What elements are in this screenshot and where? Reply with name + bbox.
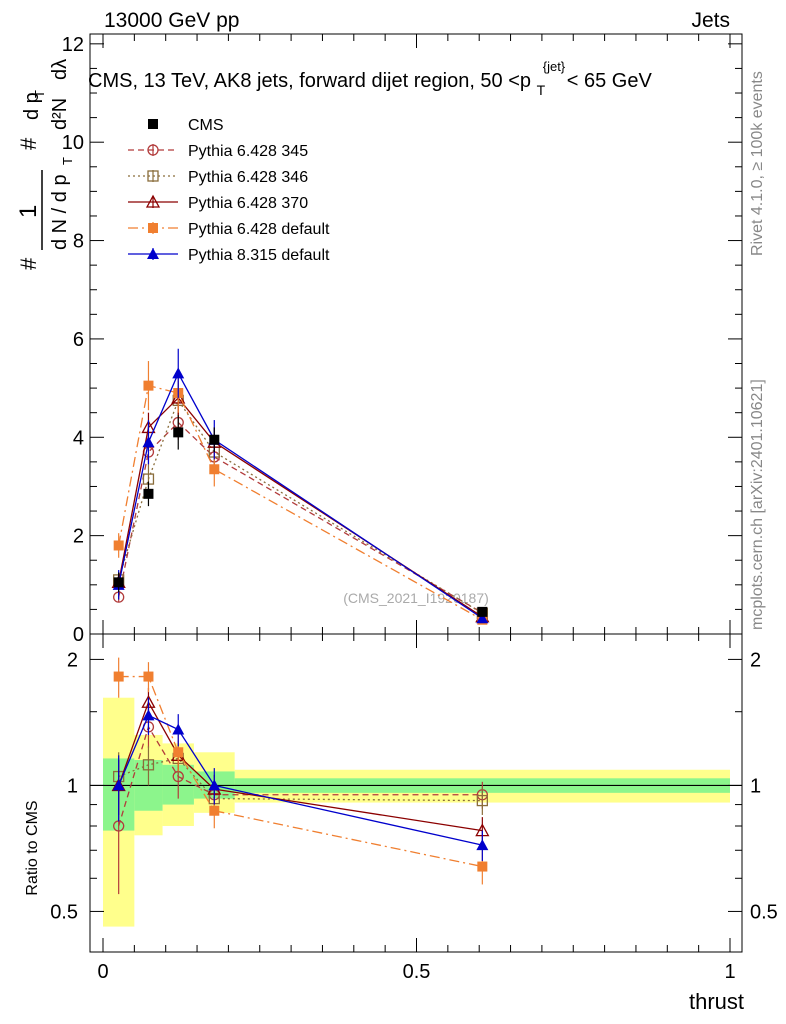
plot-title: CMS, 13 TeV, AK8 jets, forward dijet reg…	[88, 54, 652, 100]
analysis-watermark: (CMS_2021_I1920187)	[343, 590, 489, 606]
ratio-tick-label-right: 2	[750, 649, 761, 671]
data-point	[209, 434, 220, 445]
y-tick-label: 12	[62, 34, 84, 56]
x-tick-label: 0	[97, 961, 108, 983]
title-tail: < 65 GeV	[567, 70, 653, 92]
data-point	[113, 540, 124, 551]
y-tick-label: 2	[73, 526, 84, 548]
ratio-point	[143, 671, 154, 682]
series-line	[118, 399, 483, 614]
legend-label: CMS	[188, 117, 224, 134]
legend-marker	[147, 170, 159, 182]
header-energy-label: 13000 GeV pp	[104, 9, 240, 32]
series-pythia-6-428-370	[111, 380, 490, 623]
title-subscript: T	[537, 82, 546, 98]
ratio-point	[113, 671, 124, 682]
ratio-point	[476, 794, 488, 807]
ratio-tick-label: 1	[67, 775, 78, 797]
series-cms	[113, 415, 488, 617]
data-point	[113, 577, 124, 588]
ylabel-dN: d N / d p	[49, 174, 71, 250]
legend-entry: Pythia 6.428 345	[128, 143, 308, 160]
x-tick-label: 1	[724, 961, 735, 983]
legend-marker	[147, 144, 159, 156]
ratio-point	[476, 839, 489, 851]
ratio-point	[173, 747, 184, 758]
ratio-point	[172, 723, 185, 735]
ratio-point	[477, 861, 488, 872]
y-tick-label: 10	[62, 132, 84, 154]
data-point	[173, 427, 184, 438]
ratio-point	[112, 779, 125, 791]
data-point	[172, 367, 185, 379]
ylabel-T2: T	[32, 90, 47, 98]
ratio-tick-label: 0.5	[50, 901, 78, 923]
ylabel-dpT: d p	[21, 92, 43, 120]
data-point	[143, 380, 154, 391]
ylabel-dlambda: dλ	[49, 59, 71, 80]
ratio-tick-label-right: 1	[750, 775, 761, 797]
header-jets-label: Jets	[691, 9, 730, 32]
title-superscript: {jet}	[543, 59, 566, 74]
legend-label: Pythia 6.428 345	[188, 143, 308, 160]
legend-marker	[145, 194, 161, 208]
y-tick-label: 8	[73, 231, 84, 253]
data-point	[476, 612, 489, 624]
legend-marker	[148, 119, 158, 129]
x-tick-label: 0.5	[403, 961, 431, 983]
ratio-point	[142, 709, 155, 721]
legend-label: Pythia 6.428 346	[188, 169, 308, 186]
ylabel-hash2: #	[16, 137, 41, 150]
legend-marker	[147, 248, 159, 259]
legend-label: Pythia 6.428 370	[188, 195, 308, 212]
legend-entry: Pythia 8.315 default	[128, 247, 330, 264]
y-axis-label: # 1 d N / d p T # d p T d²N dλ	[15, 59, 75, 270]
legend-entry: Pythia 6.428 346	[128, 169, 308, 186]
ylabel-T: T	[60, 157, 75, 165]
x-axis-label: thrust	[689, 989, 744, 1014]
legend-label: Pythia 6.428 default	[188, 221, 330, 238]
ylabel-hash: #	[16, 257, 41, 270]
ratio-point	[208, 779, 221, 791]
ratio-point	[142, 759, 155, 771]
ratio-tick-label: 2	[67, 649, 78, 671]
ratio-line	[118, 757, 483, 802]
data-point	[209, 464, 220, 475]
y-tick-label: 6	[73, 329, 84, 351]
series-pythia-6-428-345	[113, 405, 488, 619]
legend: CMS Pythia 6.428 345 Pythia 6.428 346 Pythi…	[128, 117, 330, 264]
ratio-tick-label-right: 0.5	[750, 901, 778, 923]
series-line	[118, 421, 483, 614]
series-pythia-6-428-default	[113, 361, 488, 625]
legend-label: Pythia 8.315 default	[188, 247, 330, 264]
y-tick-label: 4	[73, 427, 84, 449]
ylabel-d2N: d²N	[49, 98, 71, 130]
series-line	[118, 396, 483, 618]
series-line	[118, 384, 483, 621]
ratio-point	[209, 805, 220, 816]
legend-marker	[148, 223, 158, 233]
series-line	[118, 371, 483, 619]
legend-entry: CMS	[148, 117, 224, 134]
legend-entry: Pythia 6.428 370	[128, 194, 308, 212]
ylabel-one: 1	[15, 205, 42, 218]
y-tick-label: 0	[73, 624, 84, 646]
legend-entry: Pythia 6.428 default	[128, 221, 330, 238]
ratio-series-pythia-8-315-default	[112, 697, 489, 861]
data-point	[142, 436, 155, 448]
series-pythia-8-315-default	[112, 348, 489, 624]
data-point	[143, 488, 154, 499]
data-point	[477, 606, 488, 617]
ratio-y-label: Ratio to CMS	[24, 800, 41, 895]
